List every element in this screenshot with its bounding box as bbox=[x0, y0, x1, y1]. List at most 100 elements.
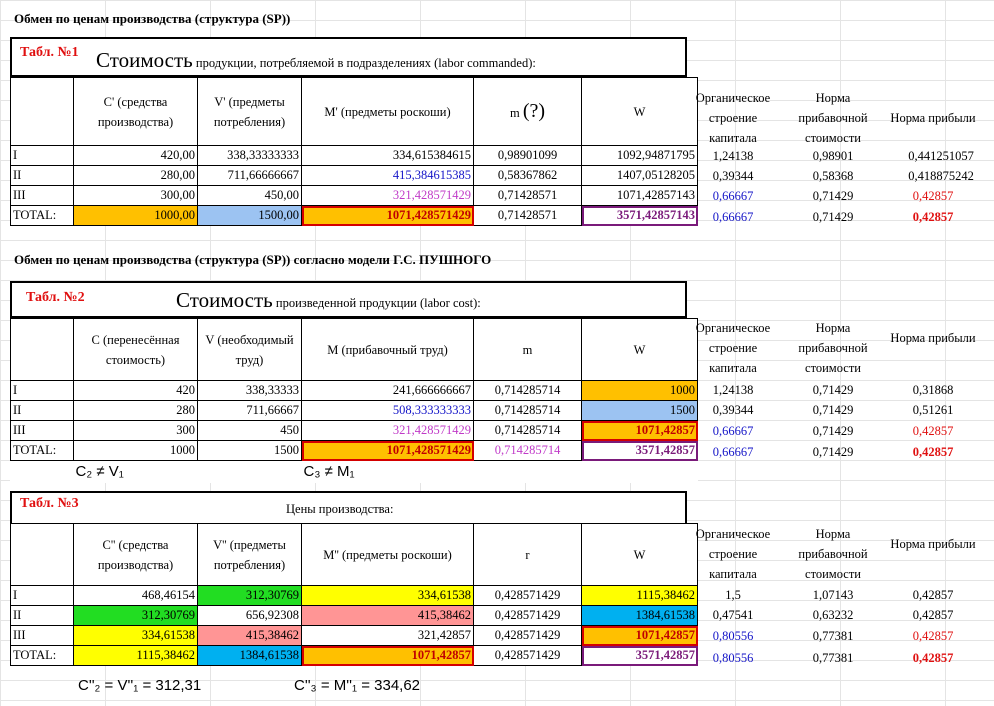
side-header-profit: Норма прибыли bbox=[890, 537, 976, 551]
side-value: 0,80556 bbox=[712, 629, 754, 643]
side-value: 0,58368 bbox=[812, 169, 854, 183]
row-label: I bbox=[10, 145, 74, 166]
table2-note-1: C₂ ≠ V₁ bbox=[75, 463, 124, 481]
side-header-profit: Норма прибыли bbox=[890, 331, 976, 345]
table3-header-c: C'' (средства производства) bbox=[73, 523, 198, 586]
table-row-total: TOTAL: 1000,00 1500,00 1071,428571429 0,… bbox=[10, 205, 698, 226]
cell: 3571,42857 bbox=[581, 645, 698, 666]
side-value: 0,42857 bbox=[912, 424, 954, 438]
cell: 1071,42857 bbox=[581, 420, 698, 441]
table3-title-box: Табл. №3 Цены производства: bbox=[10, 491, 687, 523]
table1-header-rate: m (?) bbox=[473, 77, 582, 146]
side-value: 0,80556 bbox=[712, 651, 754, 665]
cell: 420 bbox=[73, 380, 198, 401]
table2: C (перенесённая стоимость) V (необходимы… bbox=[10, 318, 698, 483]
cell: 312,30769 bbox=[73, 605, 198, 626]
cell: 0,714285714 bbox=[473, 380, 582, 401]
row-label: II bbox=[10, 605, 74, 626]
cell: 0,71428571 bbox=[473, 185, 582, 206]
side-value: 0,418875242 bbox=[908, 169, 974, 183]
table-row: II 280,00 711,66666667 415,384615385 0,5… bbox=[10, 165, 698, 186]
table1-title-box: Табл. №1 Стоимость продукции, потребляем… bbox=[10, 37, 687, 77]
side-value: 0,77381 bbox=[812, 629, 854, 643]
table-row-total: TOTAL: 1115,38462 1384,61538 1071,42857 … bbox=[10, 645, 698, 666]
side-header-profit: Норма прибыли bbox=[890, 111, 976, 125]
cell: 1115,38462 bbox=[581, 585, 698, 606]
cell: 711,66666667 bbox=[197, 165, 302, 186]
side-header-organic: Органическое строение капитала bbox=[695, 91, 771, 145]
cell: 3571,42857 bbox=[581, 440, 698, 461]
table2-header-w: W bbox=[581, 318, 698, 381]
table2-header-rate: m bbox=[473, 318, 582, 381]
table-row: III 300,00 450,00 321,428571429 0,714285… bbox=[10, 185, 698, 206]
side-value: 0,42857 bbox=[912, 629, 954, 643]
side-value: 0,98901 bbox=[812, 149, 854, 163]
side-value: 0,66667 bbox=[712, 445, 754, 459]
table3-note-1: C''₂ = V''₁ = 312,31 bbox=[78, 677, 202, 694]
table1-header-blank bbox=[10, 77, 74, 146]
cell: 0,714285714 bbox=[473, 400, 582, 421]
table1-header-v: V' (предметы потребления) bbox=[197, 77, 302, 146]
cell: 415,384615385 bbox=[301, 165, 474, 186]
table3-header-w: W bbox=[581, 523, 698, 586]
cell: 1071,42857 bbox=[301, 645, 474, 666]
cell: 338,33333333 bbox=[197, 145, 302, 166]
table2-header-v: V (необходимый труд) bbox=[197, 318, 302, 381]
cell: 334,61538 bbox=[73, 625, 198, 646]
side-value: 0,31868 bbox=[912, 383, 954, 397]
side-value: 0,42857 bbox=[912, 210, 954, 224]
side-value: 0,66667 bbox=[712, 424, 754, 438]
cell: 468,46154 bbox=[73, 585, 198, 606]
side-header-surplus: Норма прибавочной стоимости bbox=[798, 527, 868, 581]
table2-title-small: произведенной продукции (labor cost): bbox=[275, 296, 481, 310]
cell: 1384,61538 bbox=[197, 645, 302, 666]
cell: 1500 bbox=[581, 400, 698, 421]
cell: 450,00 bbox=[197, 185, 302, 206]
cell: 321,42857 bbox=[301, 625, 474, 646]
table-row: I 420 338,33333 241,666666667 0,71428571… bbox=[10, 380, 698, 401]
cell: 450 bbox=[197, 420, 302, 441]
heading-1: Обмен по ценам производства (структура (… bbox=[14, 11, 291, 26]
note-cell: C₂ ≠ V₁ bbox=[74, 461, 302, 483]
table-row: II 312,30769 656,92308 415,38462 0,42857… bbox=[10, 605, 698, 626]
cell: 1071,42857 bbox=[581, 625, 698, 646]
side-value: 1,24138 bbox=[712, 383, 754, 397]
table2-note-2: C₃ ≠ M₁ bbox=[303, 463, 355, 481]
spacer bbox=[11, 461, 74, 483]
side-value: 0,42857 bbox=[912, 445, 954, 459]
table-row: II 280 711,66667 508,333333333 0,7142857… bbox=[10, 400, 698, 421]
side-value: 0,42857 bbox=[912, 608, 954, 622]
cell: 1500,00 bbox=[197, 205, 302, 226]
cell: 420,00 bbox=[73, 145, 198, 166]
cell: 338,33333 bbox=[197, 380, 302, 401]
side-value: 0,39344 bbox=[712, 403, 754, 417]
table3-label: Табл. №3 bbox=[20, 496, 79, 511]
cell: 0,428571429 bbox=[473, 585, 582, 606]
cell: 711,66667 bbox=[197, 400, 302, 421]
table2-header-m: M (прибавочный труд) bbox=[301, 318, 474, 381]
side-value: 1,07143 bbox=[812, 588, 854, 602]
side-value: 0,71429 bbox=[812, 445, 854, 459]
side-value: 0,71429 bbox=[812, 403, 854, 417]
table1-header-rate-m: m bbox=[509, 105, 520, 120]
side-value: 0,39344 bbox=[712, 169, 754, 183]
cell: 0,428571429 bbox=[473, 625, 582, 646]
side-value: 0,66667 bbox=[712, 189, 754, 203]
table1-title-big: Стоимость bbox=[96, 48, 193, 72]
table1-header-m: M' (предметы роскоши) bbox=[301, 77, 474, 146]
side-value: 0,42857 bbox=[912, 189, 954, 203]
side-header-organic: Органическое строение капитала bbox=[695, 527, 771, 581]
table2-title: Стоимость произведенной продукции (labor… bbox=[176, 288, 481, 313]
row-label: II bbox=[10, 400, 74, 421]
table-row: I 420,00 338,33333333 334,615384615 0,98… bbox=[10, 145, 698, 166]
side-value: 0,441251057 bbox=[908, 149, 974, 163]
heading-2: Обмен по ценам производства (структура (… bbox=[14, 252, 492, 267]
table1-title: Стоимость продукции, потребляемой в подр… bbox=[96, 48, 536, 73]
side-value: 0,42857 bbox=[912, 588, 954, 602]
cell: 321,428571429 bbox=[301, 185, 474, 206]
cell: 508,333333333 bbox=[301, 400, 474, 421]
table3-header-r: r bbox=[473, 523, 582, 586]
row-label: III bbox=[10, 420, 74, 441]
side-header-surplus: Норма прибавочной стоимости bbox=[798, 91, 868, 145]
row-label: TOTAL: bbox=[10, 645, 74, 666]
